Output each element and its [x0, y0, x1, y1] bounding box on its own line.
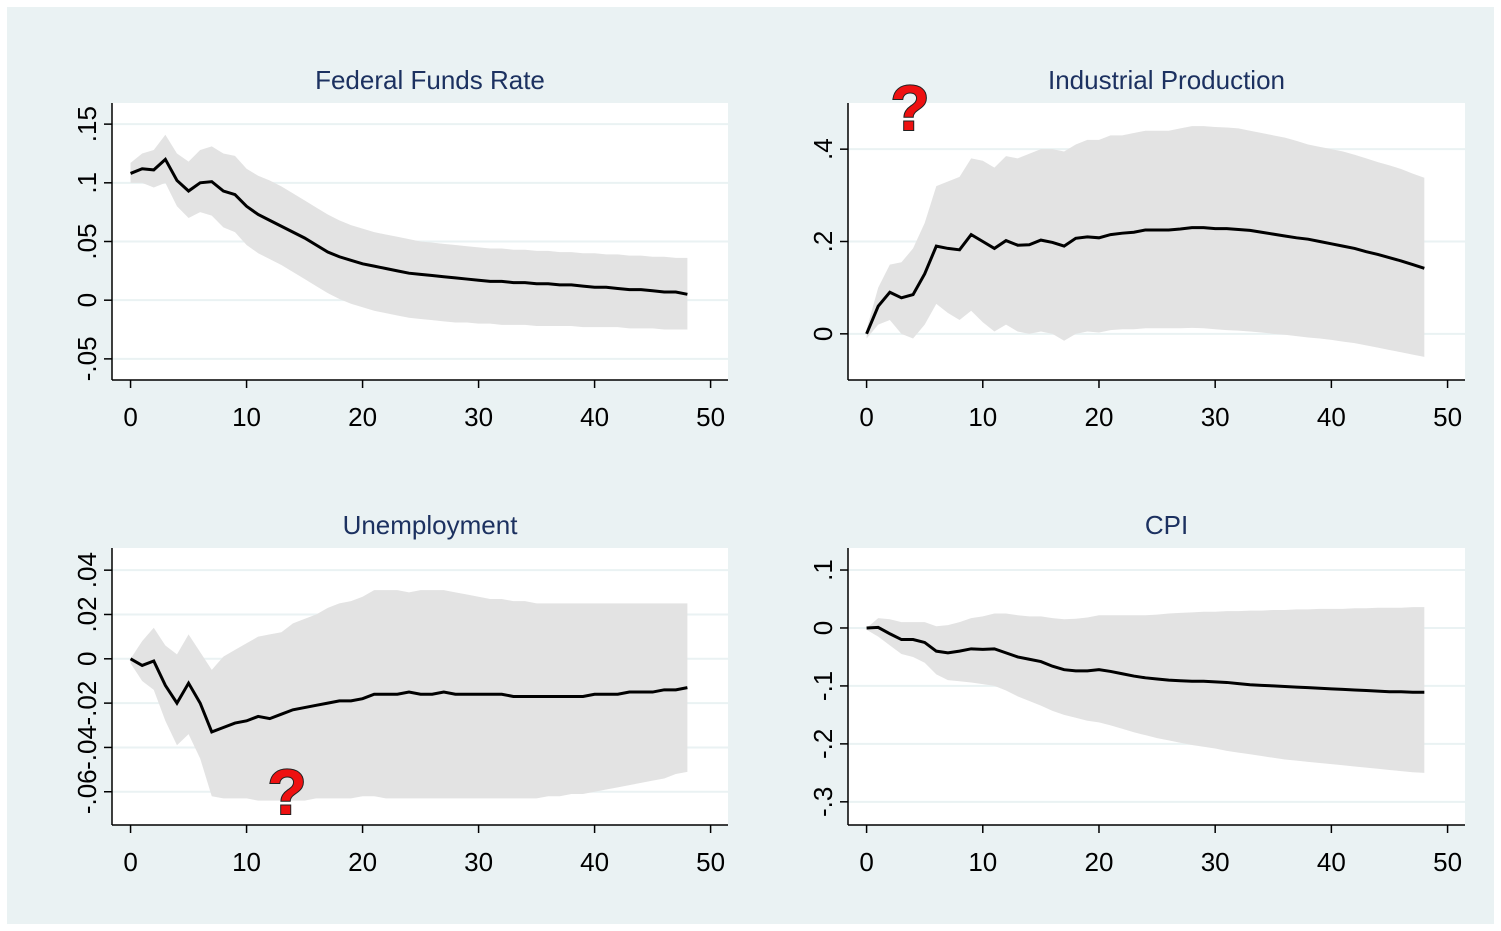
y-tick-label: -.05	[72, 336, 102, 381]
x-tick-label: 40	[1317, 402, 1346, 432]
y-tick-label: -.02	[72, 681, 102, 726]
y-tick-label: .02	[72, 596, 102, 632]
confidence-band	[866, 607, 1425, 773]
y-tick-label: .04	[72, 552, 102, 588]
x-tick-label: 30	[1201, 402, 1230, 432]
x-tick-label: 50	[1433, 847, 1462, 877]
x-tick-label: 40	[580, 847, 609, 877]
y-tick-label: 0	[808, 327, 838, 341]
x-tick-label: 20	[348, 402, 377, 432]
y-tick-label: -.06	[72, 769, 102, 814]
x-tick-label: 0	[123, 402, 137, 432]
x-tick-label: 40	[1317, 847, 1346, 877]
x-tick-label: 30	[464, 402, 493, 432]
confidence-band	[866, 126, 1425, 357]
x-tick-label: 0	[859, 402, 873, 432]
confidence-band	[130, 590, 688, 801]
y-tick-label: .4	[808, 138, 838, 160]
x-tick-label: 30	[464, 847, 493, 877]
confidence-band	[130, 134, 688, 330]
x-tick-label: 20	[348, 847, 377, 877]
chart-title: CPI	[1145, 510, 1188, 540]
y-tick-label: .1	[72, 172, 102, 194]
annotation: ?	[267, 756, 306, 828]
x-tick-label: 50	[1433, 402, 1462, 432]
x-tick-label: 10	[968, 402, 997, 432]
irf-line	[865, 226, 1425, 335]
chart-title: Federal Funds Rate	[315, 65, 545, 95]
y-tick-label: .1	[808, 559, 838, 581]
x-tick-label: 10	[232, 847, 261, 877]
irf-line	[129, 156, 688, 296]
x-tick-label: 20	[1085, 402, 1114, 432]
x-tick-label: 10	[232, 402, 261, 432]
y-tick-label: -.04	[72, 725, 102, 770]
x-tick-label: 10	[968, 847, 997, 877]
y-tick-label: -.3	[808, 787, 838, 817]
annotation: ?	[890, 72, 929, 144]
y-tick-label: 0	[72, 652, 102, 666]
irf-line	[129, 657, 688, 734]
y-tick-label: .05	[72, 223, 102, 259]
x-tick-label: 50	[696, 847, 725, 877]
y-tick-label: 0	[808, 621, 838, 635]
y-tick-label: -.1	[808, 671, 838, 701]
x-tick-label: 0	[123, 847, 137, 877]
y-tick-label: .2	[808, 231, 838, 253]
y-tick-label: .15	[72, 106, 102, 142]
chart-title: Industrial Production	[1048, 65, 1285, 95]
x-tick-label: 0	[859, 847, 873, 877]
chart-title: Unemployment	[343, 510, 519, 540]
x-tick-label: 50	[696, 402, 725, 432]
x-tick-label: 20	[1085, 847, 1114, 877]
x-tick-label: 40	[580, 402, 609, 432]
y-tick-label: -.2	[808, 729, 838, 759]
x-tick-label: 30	[1201, 847, 1230, 877]
y-tick-label: 0	[72, 293, 102, 307]
irf-line	[866, 625, 1425, 694]
